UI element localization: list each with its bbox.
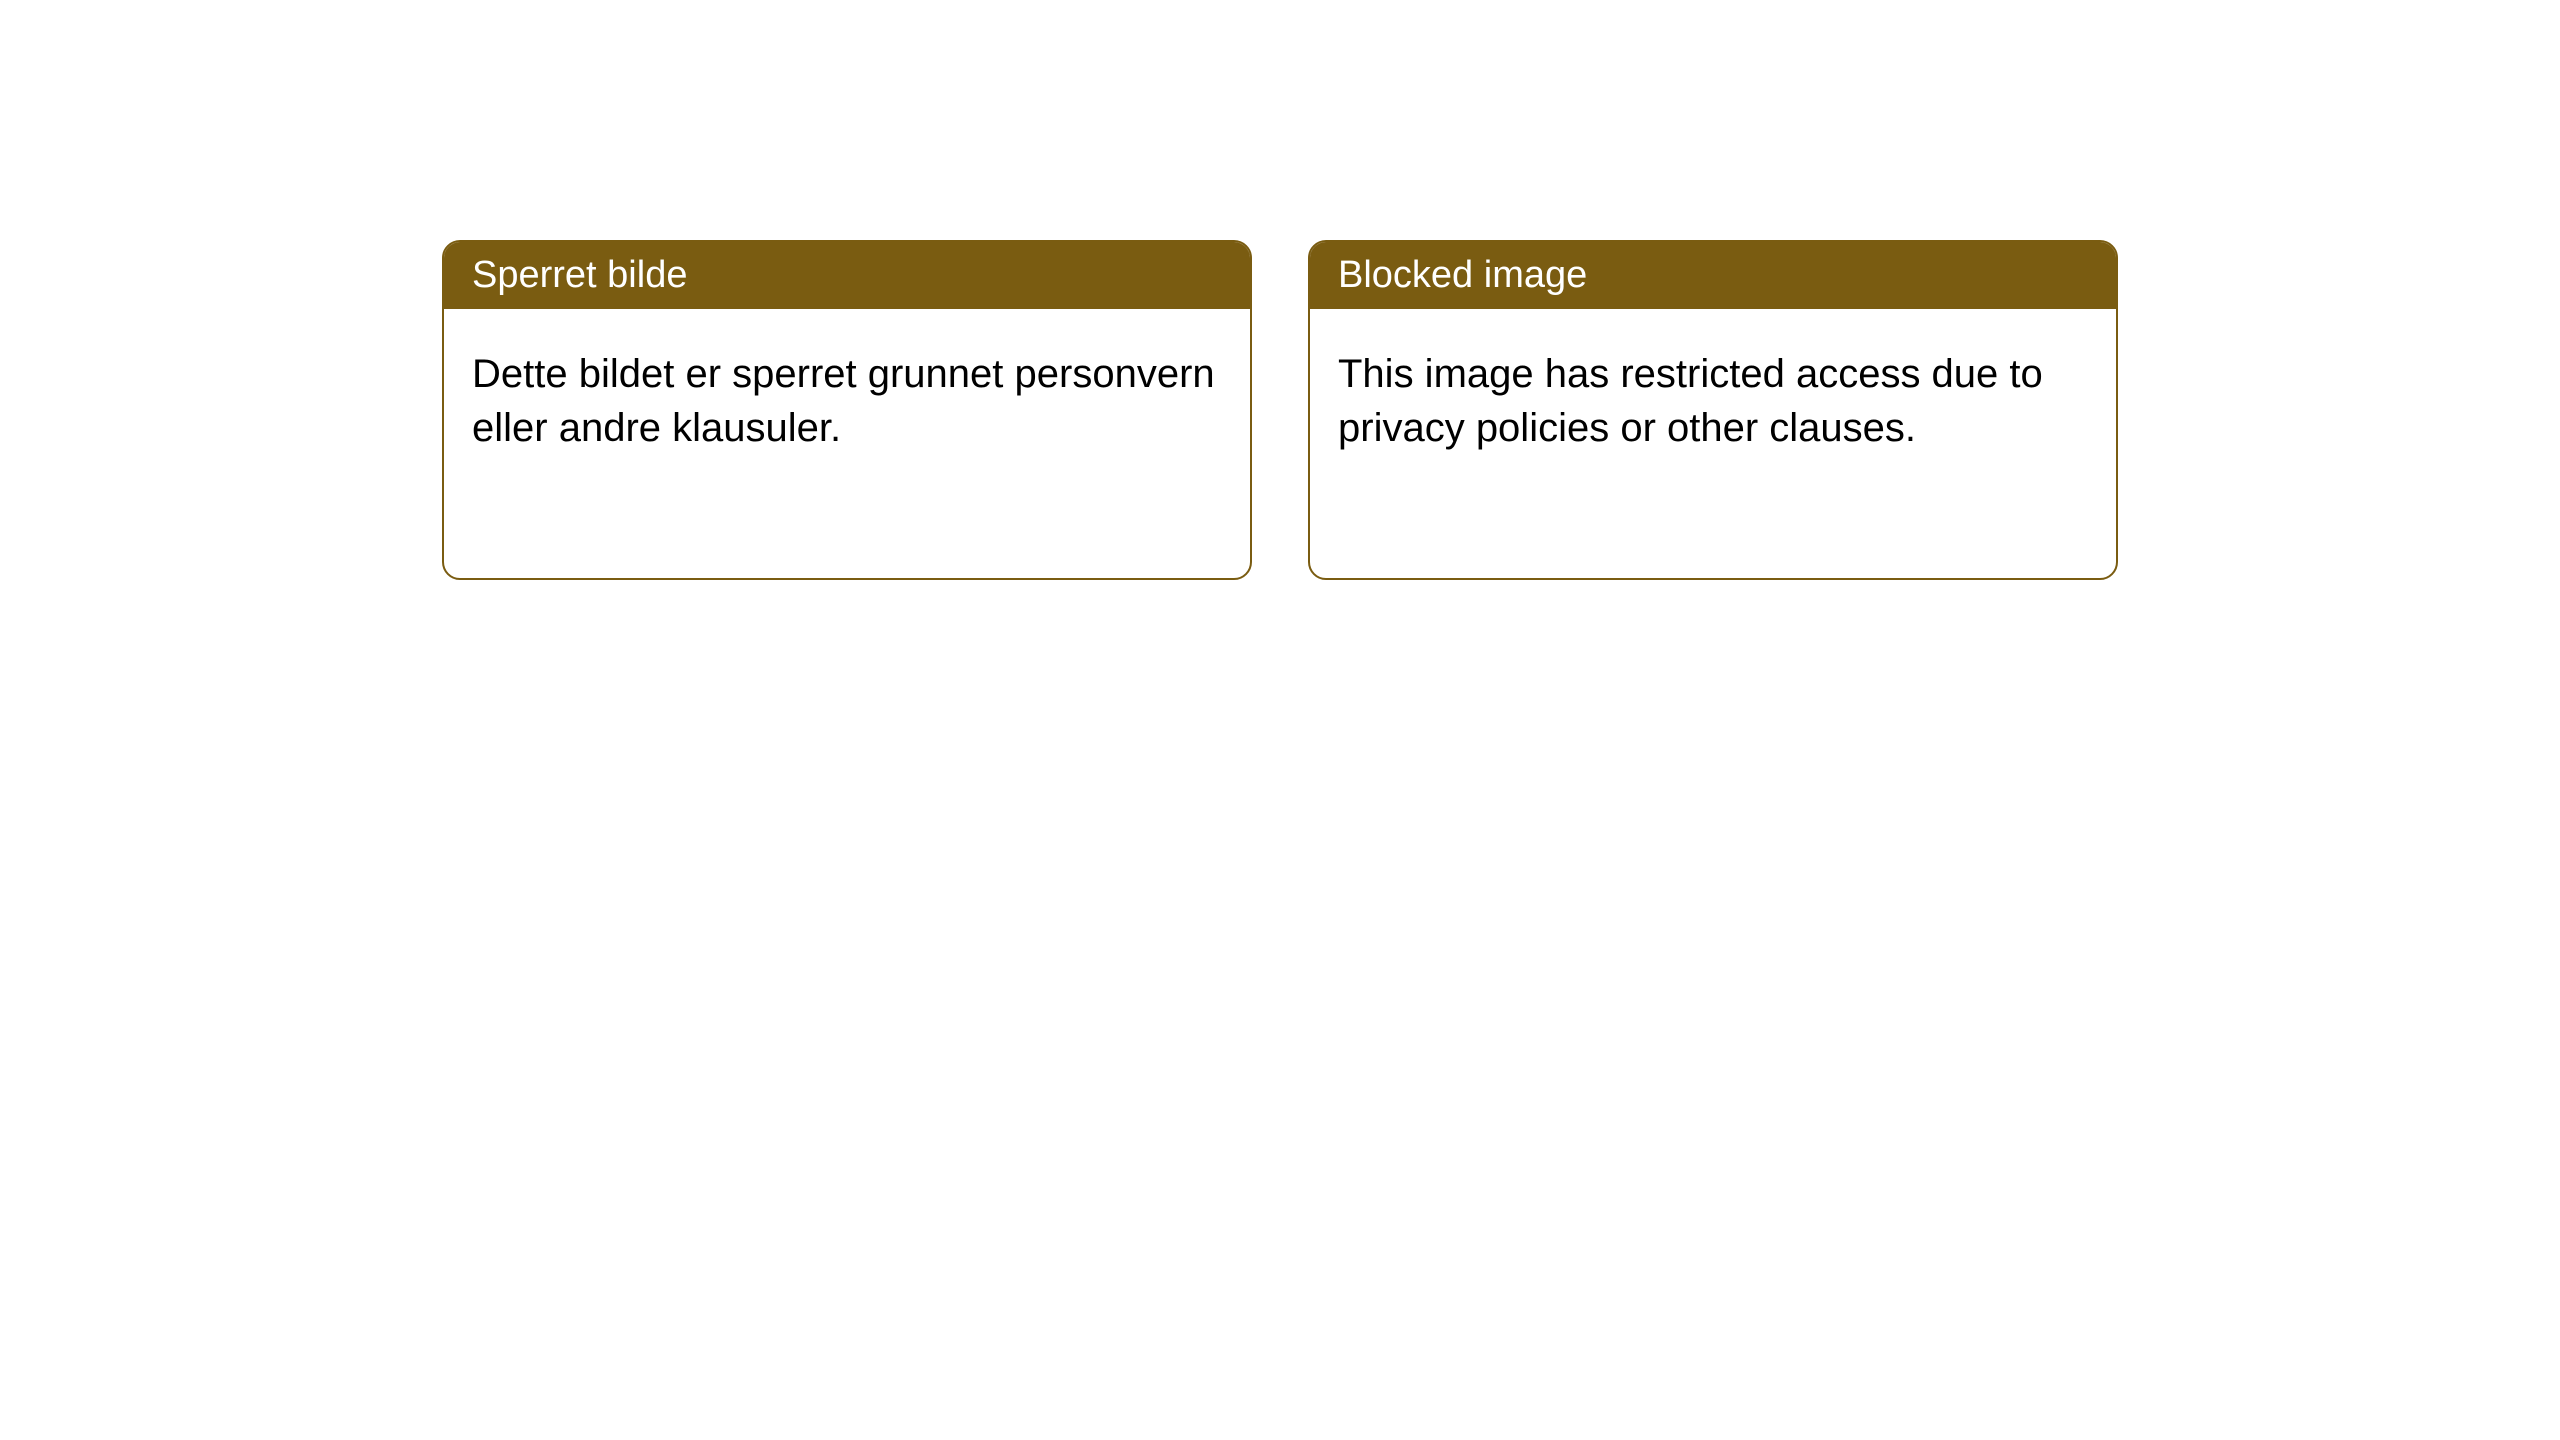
notice-card-body: Dette bildet er sperret grunnet personve… [444,309,1250,493]
notice-card-norwegian: Sperret bilde Dette bildet er sperret gr… [442,240,1252,580]
notice-container: Sperret bilde Dette bildet er sperret gr… [442,240,2118,580]
notice-card-title: Blocked image [1310,242,2116,309]
notice-card-body: This image has restricted access due to … [1310,309,2116,493]
notice-card-english: Blocked image This image has restricted … [1308,240,2118,580]
notice-card-title: Sperret bilde [444,242,1250,309]
